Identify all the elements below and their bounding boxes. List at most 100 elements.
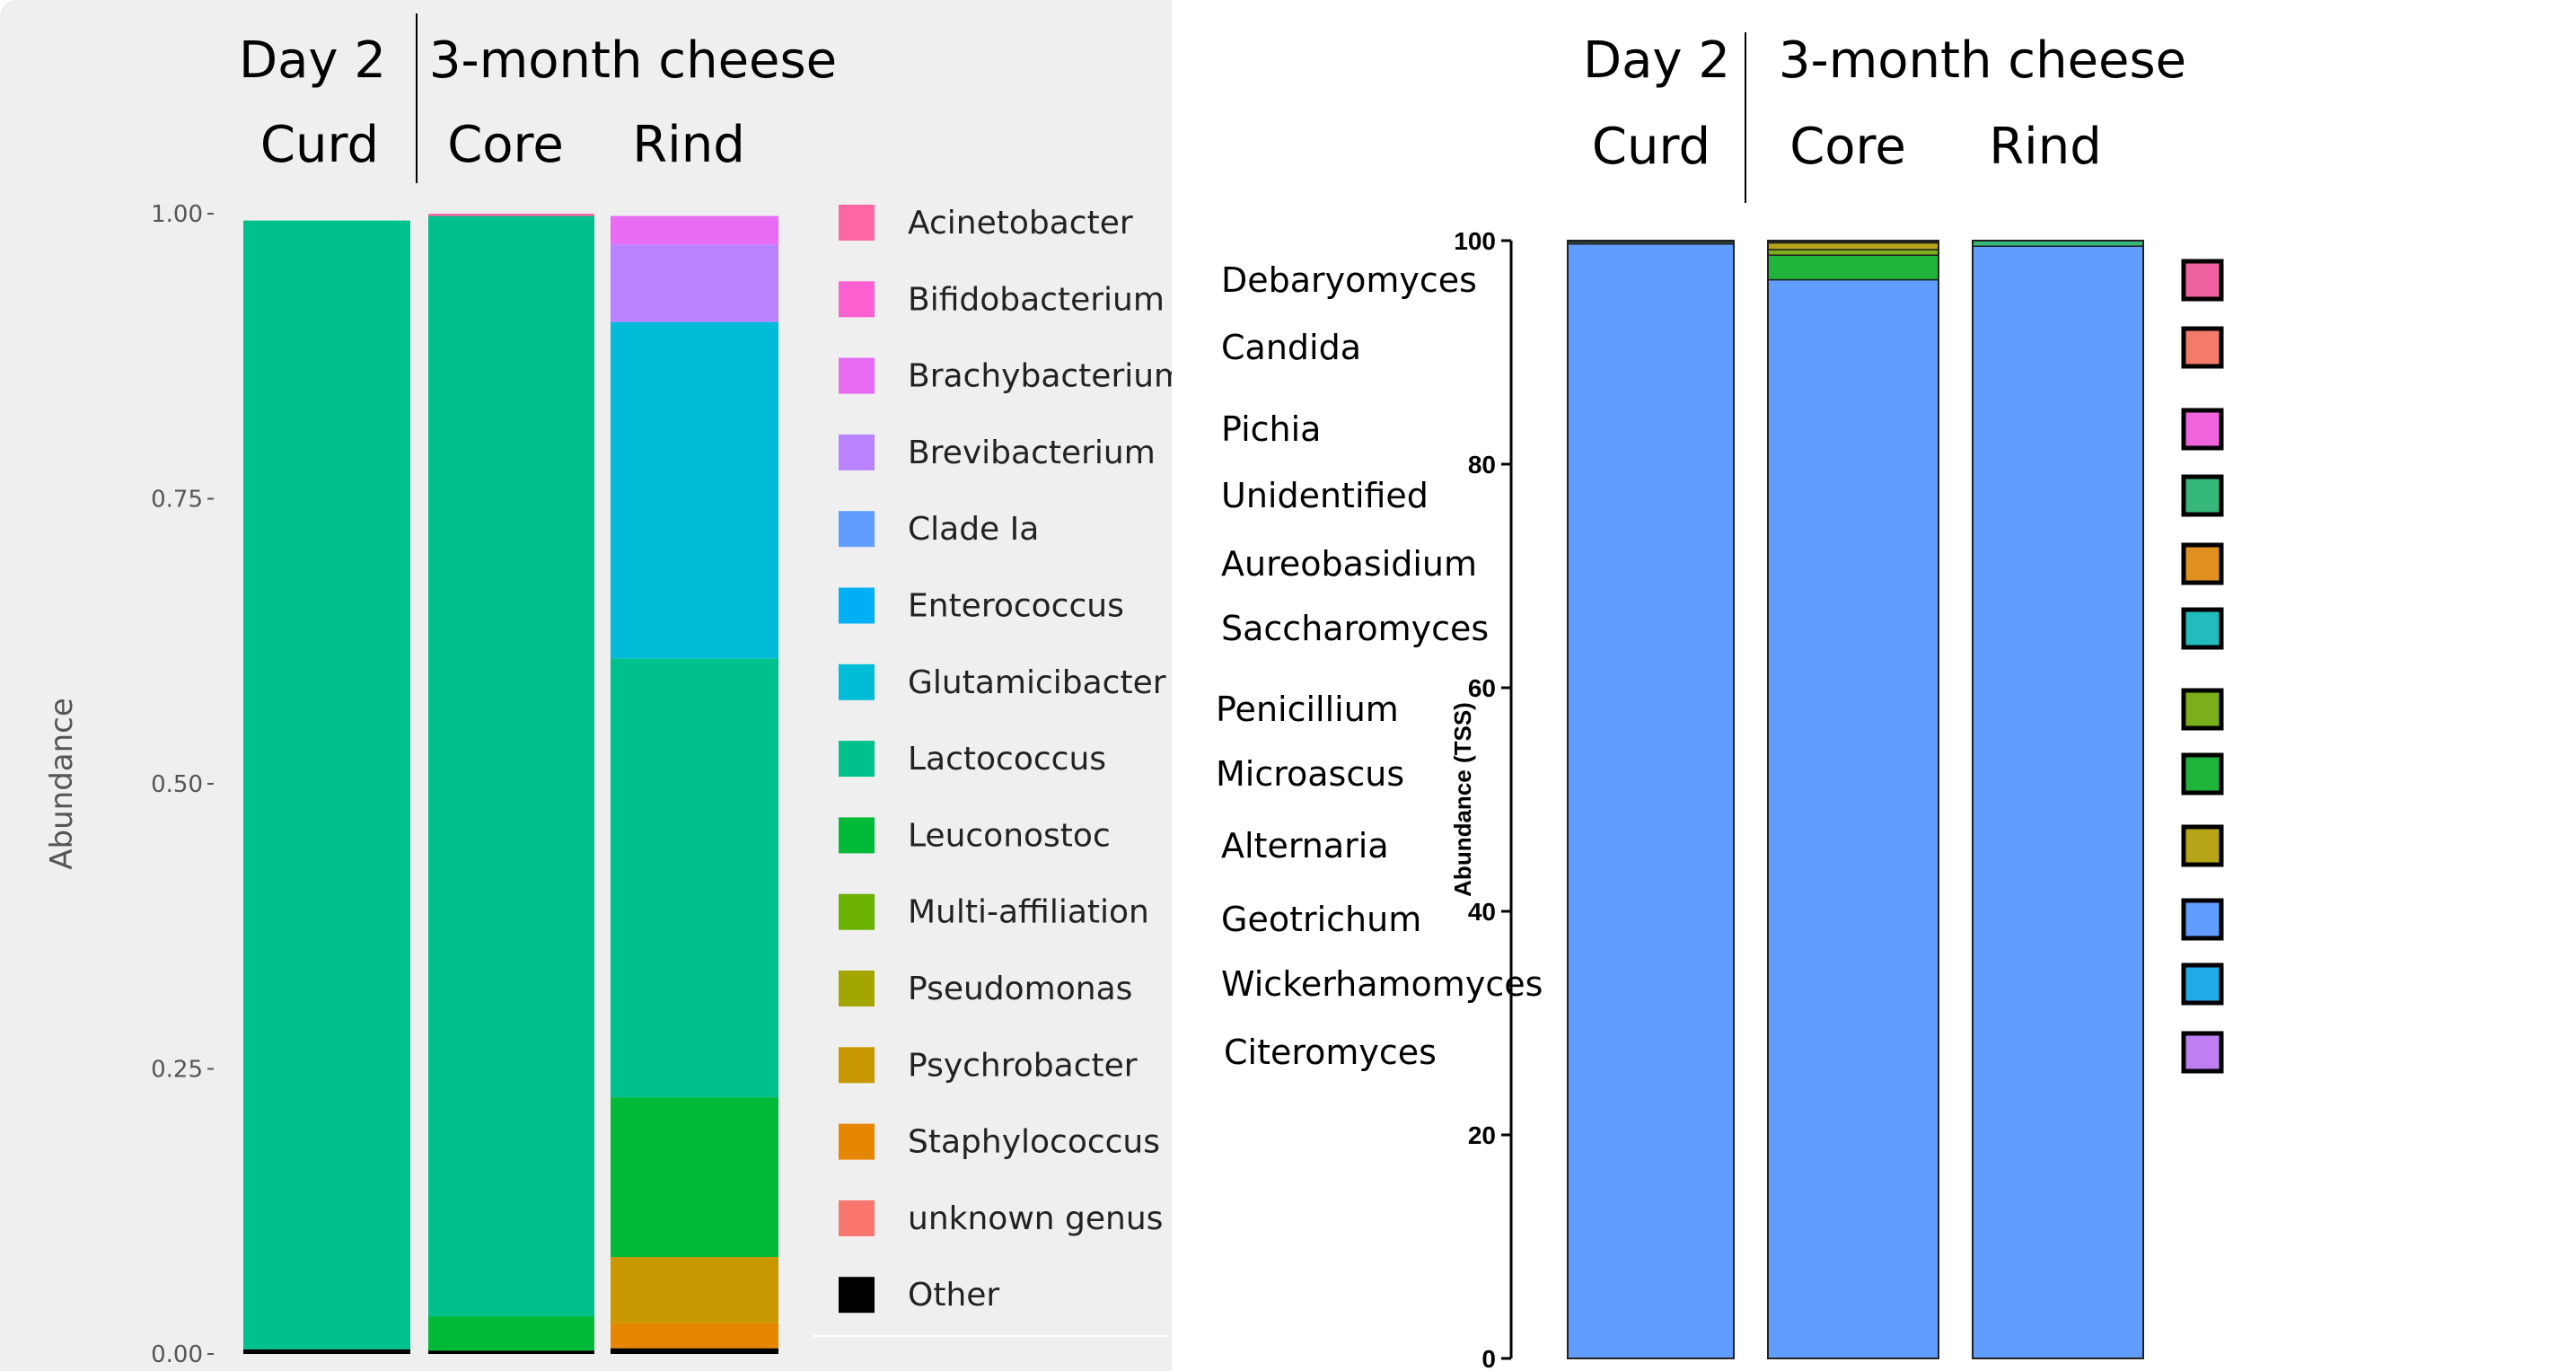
y-tick-label: 1.00 xyxy=(151,201,203,228)
legend-label-pichia: Pichia xyxy=(1221,409,1321,449)
header-group-day2: Day 2 xyxy=(1583,31,1730,90)
bar-segment-rind-psychrobacter xyxy=(611,1257,778,1323)
legend-label-psychrobacter: Psychrobacter xyxy=(908,1047,1138,1084)
legend-label-candida: Candida xyxy=(1221,328,1361,367)
bar-segment-core-alternaria xyxy=(1767,242,1939,250)
y-tick-label: 80 xyxy=(1468,451,1496,479)
bar-segment-curd-lactococcus xyxy=(243,220,410,1349)
legend-swatch-candida xyxy=(2181,326,2224,369)
fungi-stacked-bar-chart: Day 2 3-month cheese Curd Core Rind 0 20 40 60 80… xyxy=(1216,31,2224,1371)
bacteria-chart-panel: Day 2 3-month cheese Curd Core Rind 0.00 0.25 0… xyxy=(0,0,1172,1371)
y-tick-label: 0.25 xyxy=(151,1057,203,1084)
y-tick-label: 0.50 xyxy=(151,771,203,798)
legend-label-other: Other xyxy=(908,1277,999,1314)
legend-label-unknown-genus: unknown genus xyxy=(908,1200,1163,1237)
bar-segment-rind-brevibacterium xyxy=(611,244,778,322)
legend-label-microascus: Microascus xyxy=(1216,754,1404,794)
bar-segment-rind-brachybacterium xyxy=(611,215,778,245)
legend-label-clade-ia: Clade Ia xyxy=(908,511,1039,548)
y-tick-label: 40 xyxy=(1468,898,1496,926)
y-tick-label: 0.75 xyxy=(151,487,203,514)
legend-swatch-other xyxy=(839,1277,875,1314)
y-tick-label: 20 xyxy=(1468,1121,1496,1149)
legend-swatch-alternaria xyxy=(2181,824,2224,867)
legend-label-geotrichum: Geotrichum xyxy=(1221,900,1421,939)
legend-swatch-pseudomonas xyxy=(839,971,875,1006)
bar-segment-rind-lactococcus xyxy=(611,658,778,1098)
header-sample-curd: Curd xyxy=(1592,118,1710,176)
legend-swatch-lactococcus xyxy=(839,741,875,778)
y-axis-label: Abundance xyxy=(44,698,80,870)
legend-label-brevibacterium: Brevibacterium xyxy=(908,435,1156,471)
bar-segment-rind-glutamicibacter xyxy=(611,321,778,659)
legend-label-saccharomyces: Saccharomyces xyxy=(1221,609,1489,648)
legend-swatch-unknown-genus xyxy=(839,1200,875,1236)
legend-label-lactococcus: Lactococcus xyxy=(908,741,1106,778)
legend-label-brachybacterium: Brachybacterium xyxy=(908,358,1172,395)
bar-segment-rind-leuconostoc xyxy=(611,1097,778,1258)
header-sample-rind: Rind xyxy=(632,116,745,174)
bar-segment-rind-geotrichum xyxy=(1972,245,2144,1359)
legend-swatch-pichia xyxy=(2181,408,2224,451)
legend-label-penicillium: Penicillium xyxy=(1216,690,1399,729)
legend-swatch-geotrichum xyxy=(2181,898,2224,941)
bar-outline-curd xyxy=(1567,240,1735,1359)
legend-swatch-wickerhamomyces xyxy=(2181,962,2224,1006)
legend-swatch-staphylococcus xyxy=(839,1123,875,1160)
bar-segment-core-lactococcus xyxy=(428,215,594,1317)
bar-segment-rind-staphylococcus xyxy=(611,1323,778,1349)
legend-swatch-leuconostoc xyxy=(839,817,875,854)
legend-swatch-bifidobacterium xyxy=(839,281,875,318)
y-tick-label: 0.00 xyxy=(151,1341,203,1368)
bar-segment-core-leuconostoc xyxy=(428,1316,594,1351)
y-tick-label: 60 xyxy=(1468,674,1496,702)
bar-segment-curd-other xyxy=(243,1349,410,1354)
bar-segment-curd-geotrichum xyxy=(1567,242,1735,1359)
legend-swatch-citeromyces xyxy=(2181,1031,2224,1074)
legend-swatch-unidentified xyxy=(2181,474,2224,517)
bar-segment-core-acinetobacter xyxy=(428,214,594,216)
legend-label-pseudomonas: Pseudomonas xyxy=(908,971,1132,1007)
legend-swatch-brevibacterium xyxy=(839,434,875,470)
bacteria-stacked-bar-chart: Day 2 3-month cheese Curd Core Rind 0.00 0.25 0… xyxy=(44,13,1172,1368)
legend-swatch-psychrobacter xyxy=(839,1047,875,1084)
legend-label-debaryomyces: Debaryomyces xyxy=(1221,260,1477,300)
legend-swatch-penicillium xyxy=(2181,688,2224,731)
bar-outline-rind xyxy=(1972,240,2144,1359)
header-group-3month: 3-month cheese xyxy=(1779,31,2186,90)
legend-swatch-acinetobacter xyxy=(839,205,875,241)
header-sample-rind: Rind xyxy=(1989,118,2102,176)
bar-segment-core-microascus xyxy=(1767,254,1939,281)
legend-label-enterococcus: Enterococcus xyxy=(908,588,1124,625)
bar-outline-core xyxy=(1767,240,1939,1359)
header-group-3month: 3-month cheese xyxy=(429,31,837,90)
bar-segment-core-other xyxy=(428,1350,594,1354)
y-tick-label: 100 xyxy=(1454,227,1496,255)
header-sample-core: Core xyxy=(1789,118,1906,176)
y-axis-label: Abundance (TSS) xyxy=(1449,702,1476,897)
legend-swatch-microascus xyxy=(2181,752,2224,795)
legend-label-wickerhamomyces: Wickerhamomyces xyxy=(1221,964,1543,1004)
legend-swatch-glutamicibacter xyxy=(839,664,875,700)
bar-segment-core-geotrichum xyxy=(1767,278,1939,1359)
legend-label-alternaria: Alternaria xyxy=(1221,826,1389,866)
legend-swatch-debaryomyces xyxy=(2181,259,2224,302)
fungi-chart-panel: Day 2 3-month cheese Curd Core Rind 0 20 40 60 80… xyxy=(1172,0,2576,1371)
legend-label-multi-affiliation: Multi-affiliation xyxy=(908,894,1149,931)
legend-swatch-multi-affiliation xyxy=(839,893,875,930)
bar-segment-rind-other xyxy=(611,1348,778,1354)
legend-swatch-clade-ia xyxy=(839,511,875,548)
legend-label-leuconostoc: Leuconostoc xyxy=(908,817,1111,854)
header-sample-core: Core xyxy=(447,116,564,174)
legend-label-glutamicibacter: Glutamicibacter xyxy=(908,664,1166,701)
legend-label-acinetobacter: Acinetobacter xyxy=(908,205,1133,242)
legend-label-bifidobacterium: Bifidobacterium xyxy=(908,281,1165,318)
bar-segment-core-penicillium xyxy=(1767,249,1939,256)
legend-label-aureobasidium: Aureobasidium xyxy=(1221,544,1477,584)
legend-label-unidentified: Unidentified xyxy=(1221,476,1429,515)
header-group-day2: Day 2 xyxy=(239,31,386,90)
legend-swatch-aureobasidium xyxy=(2181,542,2224,585)
y-tick-label: 0 xyxy=(1481,1345,1496,1371)
header-sample-curd: Curd xyxy=(260,116,379,174)
legend-swatch-enterococcus xyxy=(839,587,875,624)
